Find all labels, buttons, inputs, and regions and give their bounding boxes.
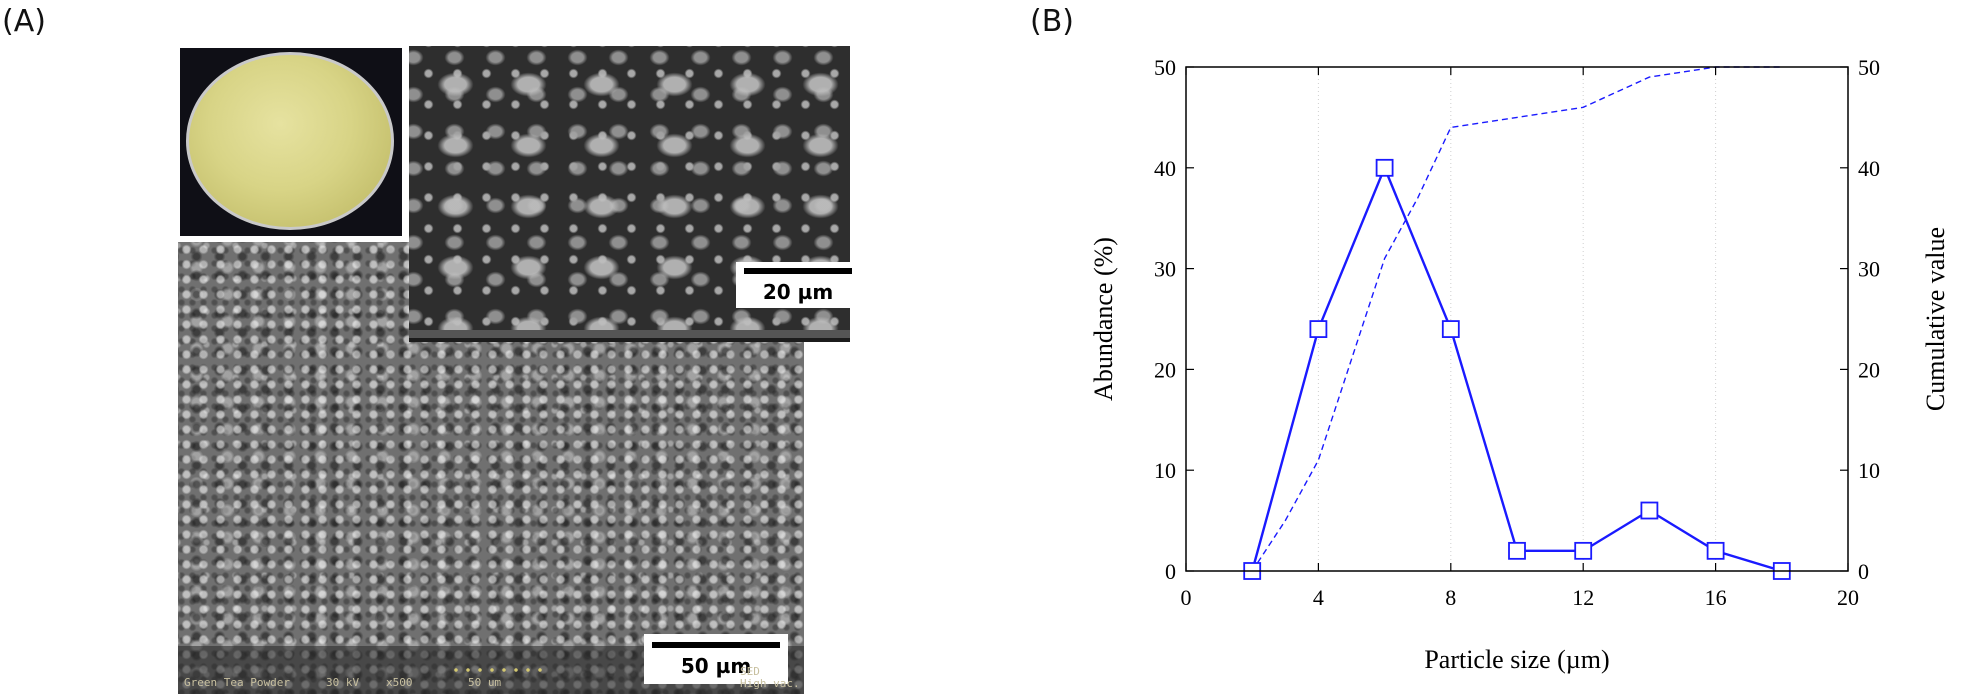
y2-tick-label: 40 (1858, 156, 1880, 181)
y2-tick-label: 30 (1858, 257, 1880, 282)
x-axis-title: Particle size (µm) (1424, 645, 1609, 674)
x-tick-label: 12 (1572, 585, 1594, 610)
plot-frame (1185, 66, 1849, 572)
y-tick-label: 50 (1154, 55, 1176, 80)
scale-bar-line (744, 268, 852, 274)
scale-bar-label: 20 µm (762, 280, 834, 304)
x-tick-label: 20 (1837, 585, 1859, 610)
scale-bar-line (652, 642, 780, 648)
y2-axis-title: Cumulative value (1921, 227, 1950, 411)
panel-label-b: (B) (1030, 4, 1074, 39)
sem-info-sample: Green Tea Powder (184, 676, 290, 689)
y-axis-title: Abundance (%) (1089, 237, 1118, 401)
sem-info-scale-dots (450, 668, 546, 672)
y-tick-label: 0 (1165, 559, 1176, 584)
grid-lines (1317, 67, 1717, 571)
sem-info-scale: 50 um (468, 676, 502, 689)
sem-info-magnification: x500 (386, 676, 413, 689)
y-tick-label: 10 (1154, 458, 1176, 483)
panel-label-a: (A) (2, 4, 46, 39)
data-point-abundance (1441, 320, 1460, 338)
y2-tick-label: 10 (1858, 458, 1880, 483)
x-tick-label: 0 (1181, 585, 1192, 610)
sem-small-info-bar (409, 330, 850, 338)
y2-tick-label: 0 (1858, 559, 1869, 584)
powder-photo (178, 46, 404, 238)
x-tick-label: 4 (1313, 585, 1324, 610)
powder-dish-image (186, 52, 394, 230)
series-layer (1243, 66, 1791, 580)
series-line-cumulative (1251, 66, 1782, 572)
sem-info-mode-line-1: SED (740, 665, 760, 678)
y-tick-label: 20 (1154, 357, 1176, 382)
x-tick-label: 8 (1445, 585, 1456, 610)
data-point-abundance (1375, 158, 1394, 177)
scale-bar-label: 50 µm (680, 654, 752, 678)
y2-tick-label: 20 (1858, 357, 1880, 382)
sem-info-mode-line-2: High vac. (740, 677, 800, 690)
data-point-abundance (1508, 541, 1526, 560)
micrograph-panel: 20 µm 50 µm Green Tea Powder 30 kV x500 … (178, 46, 860, 694)
sem-info-mode: SED High vac. (740, 666, 800, 690)
x-tick-label: 16 (1705, 585, 1727, 610)
series-line-abundance (1251, 164, 1783, 573)
scale-bar-50um: 50 µm (644, 634, 788, 684)
data-point-abundance (1706, 541, 1725, 560)
data-point-abundance (1640, 501, 1659, 520)
scale-bar-20um: 20 µm (736, 262, 860, 308)
sem-info-voltage: 30 kV (326, 676, 360, 689)
y-tick-label: 30 (1154, 257, 1176, 282)
data-point-abundance (1309, 320, 1328, 338)
sem-image-high-magnification (409, 46, 850, 342)
y-tick-label: 40 (1154, 156, 1176, 181)
data-point-abundance (1574, 541, 1593, 560)
y2-tick-label: 50 (1858, 55, 1880, 80)
